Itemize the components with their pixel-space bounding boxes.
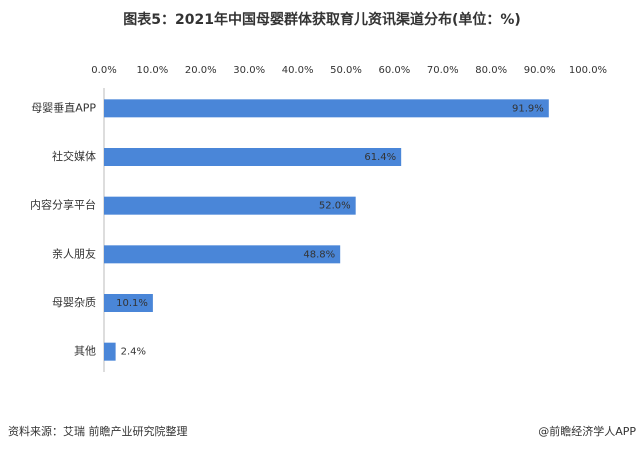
value-label: 52.0% <box>319 201 351 212</box>
x-tick-label: 50.0% <box>330 65 362 76</box>
chart-title: 图表5：2021年中国母婴群体获取育儿资讯渠道分布(单位：%) <box>123 11 521 28</box>
bar <box>104 342 116 361</box>
value-label: 48.8% <box>303 249 335 260</box>
value-label: 10.1% <box>116 298 148 309</box>
x-tick-label: 0.0% <box>91 65 116 76</box>
bar <box>104 294 153 312</box>
y-tick-label: 其他 <box>74 345 96 358</box>
x-tick-label: 40.0% <box>282 65 314 76</box>
source: 资料来源：艾瑞 前瞻产业研究院整理 <box>8 424 188 438</box>
y-tick-label: 社交媒体 <box>52 149 96 163</box>
credit: @前瞻经济学人APP <box>538 424 636 438</box>
y-tick-label: 内容分享平台 <box>30 198 96 212</box>
value-label: 91.9% <box>512 103 544 114</box>
bar <box>104 148 402 166</box>
x-tick-label: 10.0% <box>137 65 169 76</box>
y-tick-label: 母婴垂直APP <box>31 100 96 114</box>
y-tick-label: 母婴杂质 <box>52 296 96 309</box>
value-label: 2.4% <box>121 347 146 358</box>
x-tick-label: 100.0% <box>569 65 607 76</box>
x-tick-label: 90.0% <box>524 65 556 76</box>
bar <box>104 99 549 118</box>
x-tick-label: 30.0% <box>233 65 265 76</box>
bar <box>104 196 356 215</box>
y-tick-label: 亲人朋友 <box>52 246 96 260</box>
x-tick-label: 80.0% <box>475 65 507 76</box>
x-tick-label: 70.0% <box>427 65 459 76</box>
value-label: 61.4% <box>364 152 396 163</box>
x-tick-label: 20.0% <box>185 65 217 76</box>
x-tick-label: 60.0% <box>379 65 411 76</box>
bar <box>104 245 341 264</box>
